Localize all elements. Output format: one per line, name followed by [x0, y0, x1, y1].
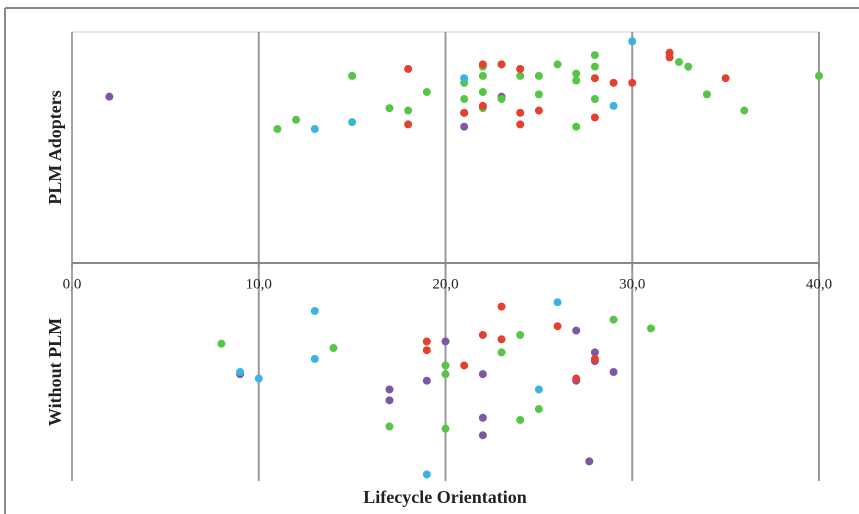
point: [385, 385, 394, 394]
point: [254, 374, 263, 383]
point: [516, 64, 525, 73]
point: [460, 108, 469, 117]
point: [740, 106, 749, 115]
point: [572, 326, 581, 335]
point: [478, 330, 487, 339]
point: [590, 348, 599, 357]
point: [422, 337, 431, 346]
point: [665, 53, 674, 62]
point: [478, 413, 487, 422]
point: [404, 120, 413, 129]
point: [422, 346, 431, 355]
point: [516, 415, 525, 424]
point: [478, 370, 487, 379]
point: [478, 71, 487, 80]
point: [553, 322, 562, 331]
point: [329, 344, 338, 353]
point: [460, 361, 469, 370]
point: [721, 74, 730, 83]
point: [310, 354, 319, 363]
point: [273, 125, 282, 134]
point: [534, 71, 543, 80]
point: [441, 337, 450, 346]
point: [646, 324, 655, 333]
point: [553, 60, 562, 69]
point: [497, 335, 506, 344]
point: [460, 122, 469, 131]
point: [572, 374, 581, 383]
point: [478, 431, 487, 440]
point: [441, 424, 450, 433]
point: [348, 118, 357, 127]
point: [628, 37, 637, 46]
x-tick-label: 30,0: [619, 276, 645, 292]
point: [609, 101, 618, 110]
point: [422, 88, 431, 97]
point: [105, 92, 114, 101]
x-tick-label: 10,0: [246, 276, 272, 292]
point: [590, 94, 599, 103]
point: [590, 354, 599, 363]
point: [385, 104, 394, 113]
point: [385, 422, 394, 431]
x-tick-label: 20,0: [432, 276, 458, 292]
point: [292, 115, 301, 124]
point: [815, 71, 823, 80]
x-tick-label: 40,0: [806, 276, 832, 292]
point: [572, 76, 581, 85]
point: [590, 113, 599, 122]
point: [609, 315, 618, 324]
point: [310, 125, 319, 134]
panel-label: PLM Adopters: [45, 90, 65, 205]
point: [590, 74, 599, 83]
point: [684, 62, 693, 71]
point: [702, 90, 711, 99]
point: [497, 60, 506, 69]
point: [534, 90, 543, 99]
point: [609, 78, 618, 87]
point: [590, 51, 599, 60]
point: [497, 302, 506, 311]
point: [534, 405, 543, 414]
point: [497, 94, 506, 103]
point: [572, 122, 581, 131]
point: [585, 457, 594, 466]
point: [516, 330, 525, 339]
panel-label: Without PLM: [45, 318, 65, 426]
point: [348, 71, 357, 80]
point: [478, 101, 487, 110]
point: [497, 348, 506, 357]
point: [609, 368, 618, 376]
point: [516, 71, 525, 80]
point: [310, 306, 319, 315]
point: [572, 69, 581, 78]
point: [534, 385, 543, 394]
point: [674, 58, 683, 67]
point: [460, 74, 469, 83]
point: [516, 108, 525, 117]
point: [534, 106, 543, 115]
point: [516, 120, 525, 129]
point: [404, 106, 413, 115]
point: [478, 88, 487, 97]
point: [590, 62, 599, 71]
point: [422, 470, 431, 479]
point: [553, 298, 562, 307]
point: [460, 94, 469, 103]
point: [422, 376, 431, 385]
point: [441, 361, 450, 370]
point: [478, 60, 487, 69]
point: [385, 396, 394, 405]
point: [441, 370, 450, 379]
point: [628, 78, 637, 87]
point: [217, 339, 226, 348]
point: [236, 368, 245, 376]
x-axis-label: Lifecycle Orientation: [363, 487, 526, 507]
point: [404, 64, 413, 73]
